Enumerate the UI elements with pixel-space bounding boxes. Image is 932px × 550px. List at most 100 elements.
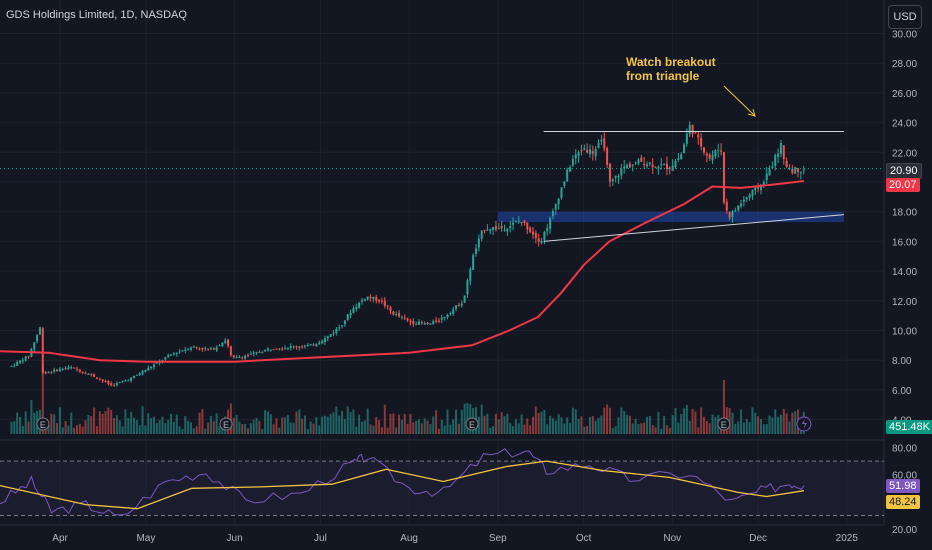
candle-body	[201, 347, 204, 350]
volume-bar	[341, 410, 344, 434]
price-tick-label: 26.00	[892, 89, 917, 100]
candle-body	[386, 305, 389, 307]
candle-body	[520, 221, 523, 223]
candle-body	[611, 179, 614, 182]
candle-body	[463, 295, 466, 303]
volume-bar	[688, 420, 691, 434]
candle-body	[779, 143, 782, 154]
candle-body	[406, 318, 409, 321]
candle-body	[61, 369, 64, 371]
price-tick-label: 16.00	[892, 237, 917, 248]
volume-bar	[192, 428, 195, 434]
volume-bar	[580, 416, 583, 434]
candle-body	[395, 313, 398, 315]
candle-body	[643, 163, 646, 166]
candle-body	[711, 155, 714, 161]
candle-body	[494, 226, 497, 230]
volume-bar	[577, 418, 580, 434]
candle-body	[318, 342, 321, 345]
candle-body	[10, 366, 13, 368]
candle-body	[172, 353, 175, 355]
candle-body	[78, 369, 81, 372]
candle-body	[84, 372, 87, 374]
volume-bar	[95, 426, 98, 434]
candle-body	[685, 133, 688, 144]
volume-bar	[734, 423, 737, 434]
volume-bar	[215, 413, 218, 434]
candle-body	[338, 327, 341, 329]
volume-bar	[626, 414, 629, 434]
volume-bar	[640, 423, 643, 434]
candle-body	[617, 175, 620, 178]
candle-body	[628, 163, 631, 168]
volume-bar	[184, 416, 187, 434]
candle-body	[637, 159, 640, 164]
volume-bar	[534, 406, 537, 434]
volume-bar	[286, 414, 289, 434]
volume-bar	[455, 409, 458, 434]
volume-bar	[554, 420, 557, 434]
candle-body	[278, 348, 281, 350]
volume-bar	[141, 406, 144, 434]
candle-body	[315, 343, 318, 347]
volume-bar	[417, 419, 420, 434]
volume-bar	[58, 407, 61, 434]
candle-body	[412, 321, 415, 324]
rsi-ma-badge: 48.24	[886, 495, 920, 509]
volume-bar	[264, 410, 267, 434]
candle-body	[269, 349, 272, 351]
volume-bar	[241, 424, 244, 434]
volume-bar	[73, 427, 76, 434]
price-tick-label: 8.00	[892, 356, 912, 367]
rsi-line	[0, 448, 805, 516]
volume-bar	[677, 422, 680, 434]
price-tick-label: 30.00	[892, 30, 917, 41]
candle-body	[138, 373, 141, 376]
volume-bar	[722, 379, 725, 434]
candle-body	[58, 368, 61, 372]
volume-bar	[708, 423, 711, 434]
volume-bar	[523, 424, 526, 434]
candle-body	[765, 173, 768, 181]
volume-bar	[355, 426, 358, 434]
volume-bar	[312, 423, 315, 434]
volume-bar	[702, 416, 705, 434]
candle-body	[446, 314, 449, 318]
volume-bar	[232, 417, 235, 434]
volume-bar	[238, 421, 241, 434]
candle-body	[258, 351, 261, 353]
volume-bar	[457, 423, 460, 434]
candle-body	[437, 320, 440, 322]
volume-bar	[540, 411, 543, 434]
annotation-arrow-head	[747, 108, 756, 117]
volume-bar	[671, 415, 674, 434]
volume-bar	[292, 422, 295, 434]
candle-body	[683, 144, 686, 154]
symbol-title: GDS Holdings Limited, 1D, NASDAQ	[6, 9, 187, 21]
candle-body	[192, 346, 195, 348]
time-tick-label: Apr	[52, 533, 68, 544]
volume-bar	[289, 422, 292, 434]
volume-bar	[566, 417, 569, 434]
candle-body	[586, 149, 589, 153]
volume-bar	[249, 423, 252, 434]
earnings-marker-label: E	[223, 420, 229, 430]
volume-bar	[546, 424, 549, 434]
candle-body	[634, 162, 637, 164]
earnings-marker	[465, 417, 479, 431]
candle-body	[580, 149, 583, 152]
rsi-ma-line	[0, 460, 805, 510]
candle-body	[537, 238, 540, 242]
volume-bar	[398, 414, 401, 434]
candle-body	[557, 198, 560, 205]
volume-bar	[81, 426, 84, 434]
candle-body	[329, 334, 332, 337]
volume-bar	[323, 415, 326, 434]
volume-bar	[614, 426, 617, 434]
candle-body	[417, 321, 420, 325]
candle-body	[292, 346, 295, 348]
currency-button[interactable]: USD	[888, 5, 922, 29]
candle-body	[531, 231, 534, 235]
annotation-arrow	[723, 85, 755, 116]
